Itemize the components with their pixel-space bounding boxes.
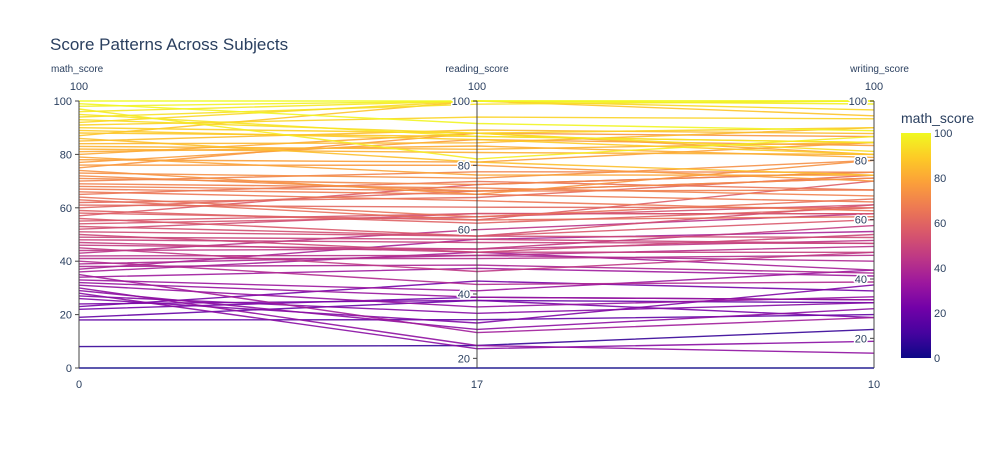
- axis-tick-label: 100: [54, 96, 72, 108]
- axis-tick-label: 100: [452, 96, 470, 108]
- colorbar-tick-label: 100: [934, 128, 952, 140]
- axis-range-max-label: 100: [70, 81, 88, 93]
- axis-tick-label: 60: [60, 203, 72, 215]
- axis-range-min-label: 10: [868, 379, 880, 391]
- axis-tick-label: 40: [855, 274, 867, 286]
- axis-range-max-label: 100: [468, 81, 486, 93]
- colorbar-title: math_score: [901, 110, 974, 126]
- colorbar-tick-label: 20: [934, 308, 946, 320]
- colorbar: math_score 0 20 40 60 80 100: [901, 110, 974, 365]
- axis-tick-label: 20: [458, 353, 470, 365]
- colorbar-tick-label: 80: [934, 173, 946, 185]
- axis-tick-label: 100: [849, 96, 867, 108]
- axis-range-min-label: 0: [76, 379, 82, 391]
- colorbar-gradient: [901, 133, 931, 358]
- axis-writing-score[interactable]: writing_score 100 10 20 40 60 80 100: [847, 64, 910, 391]
- axis-tick-label: 0: [66, 363, 72, 375]
- axis-tick-label: 60: [458, 225, 470, 237]
- axis-tick-label: 80: [60, 149, 72, 161]
- colorbar-tick-label: 0: [934, 353, 940, 365]
- axis-tick-label: 60: [855, 215, 867, 227]
- axis-tick-label: 40: [458, 289, 470, 301]
- axis-label: reading_score: [445, 64, 509, 75]
- axis-tick-label: 20: [60, 310, 72, 322]
- axis-tick-label: 80: [855, 155, 867, 167]
- colorbar-tick-label: 40: [934, 263, 946, 275]
- colorbar-tick-label: 60: [934, 218, 946, 230]
- axes-layer: math_score 100 00 20 40 60 80 100 reading_score 1…: [51, 64, 909, 391]
- axis-reading-score[interactable]: reading_score 100 17 20 40 60 80 100: [445, 64, 509, 391]
- axis-range-max-label: 100: [865, 81, 883, 93]
- axis-tick-label: 20: [855, 333, 867, 345]
- axis-range-min-label: 17: [471, 379, 483, 391]
- axis-tick-label: 40: [60, 256, 72, 268]
- chart-title: Score Patterns Across Subjects: [50, 35, 288, 54]
- axis-tick-label: 80: [458, 160, 470, 172]
- axis-label: math_score: [51, 64, 104, 75]
- axis-math-score[interactable]: math_score 100 00 20 40 60 80 100: [51, 64, 104, 391]
- axis-label: writing_score: [849, 64, 909, 75]
